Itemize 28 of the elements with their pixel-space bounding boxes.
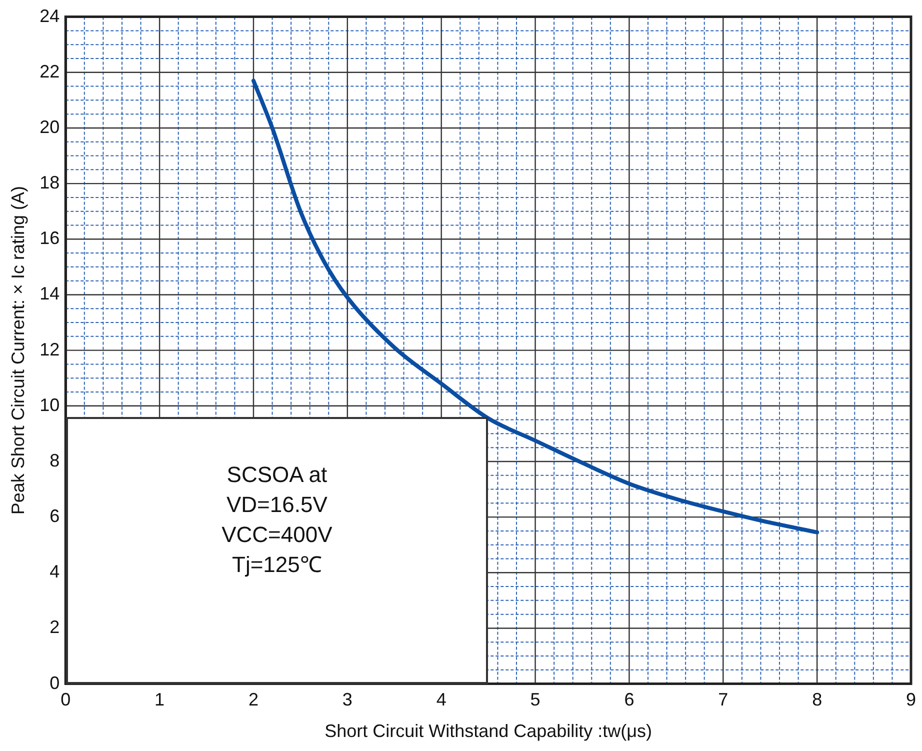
x-tick-label: 2 bbox=[248, 690, 258, 710]
x-tick-label: 7 bbox=[718, 690, 728, 710]
x-tick-label: 8 bbox=[812, 690, 822, 710]
y-tick-label: 10 bbox=[40, 394, 60, 415]
x-tick-label: 3 bbox=[342, 690, 352, 710]
x-axis-title: Short Circuit Withstand Capability :tw(μs) bbox=[324, 721, 652, 742]
y-tick-label: 14 bbox=[40, 284, 60, 304]
x-tick-label: 6 bbox=[624, 690, 634, 710]
y-axis-title: Peak Short Circuit Current: × Ic rating (A) bbox=[8, 186, 28, 515]
annotation: VCC=400V bbox=[222, 521, 332, 550]
y-tick-label: 12 bbox=[40, 339, 60, 360]
y-tick-label: 2 bbox=[50, 617, 60, 638]
x-tick-label: 4 bbox=[436, 690, 446, 710]
x-tick-label: 1 bbox=[154, 690, 165, 710]
y-tick-label: 18 bbox=[40, 172, 60, 193]
y-tick-label: 24 bbox=[40, 6, 60, 26]
y-tick-label: 16 bbox=[40, 228, 60, 248]
y-tick-label: 4 bbox=[50, 562, 60, 582]
y-tick-label: 22 bbox=[40, 61, 60, 82]
y-tick-label: 8 bbox=[50, 450, 60, 470]
y-tick-label: 0 bbox=[50, 672, 60, 693]
annotation: SCSOA at bbox=[226, 461, 328, 490]
annotation: Tj=125℃ bbox=[232, 551, 322, 580]
y-tick-label: 20 bbox=[40, 116, 60, 137]
x-tick-label: 9 bbox=[906, 690, 916, 710]
annotation: VD=16.5V bbox=[226, 491, 328, 520]
x-tick-label: 5 bbox=[530, 690, 540, 710]
y-tick-label: 6 bbox=[50, 506, 60, 526]
